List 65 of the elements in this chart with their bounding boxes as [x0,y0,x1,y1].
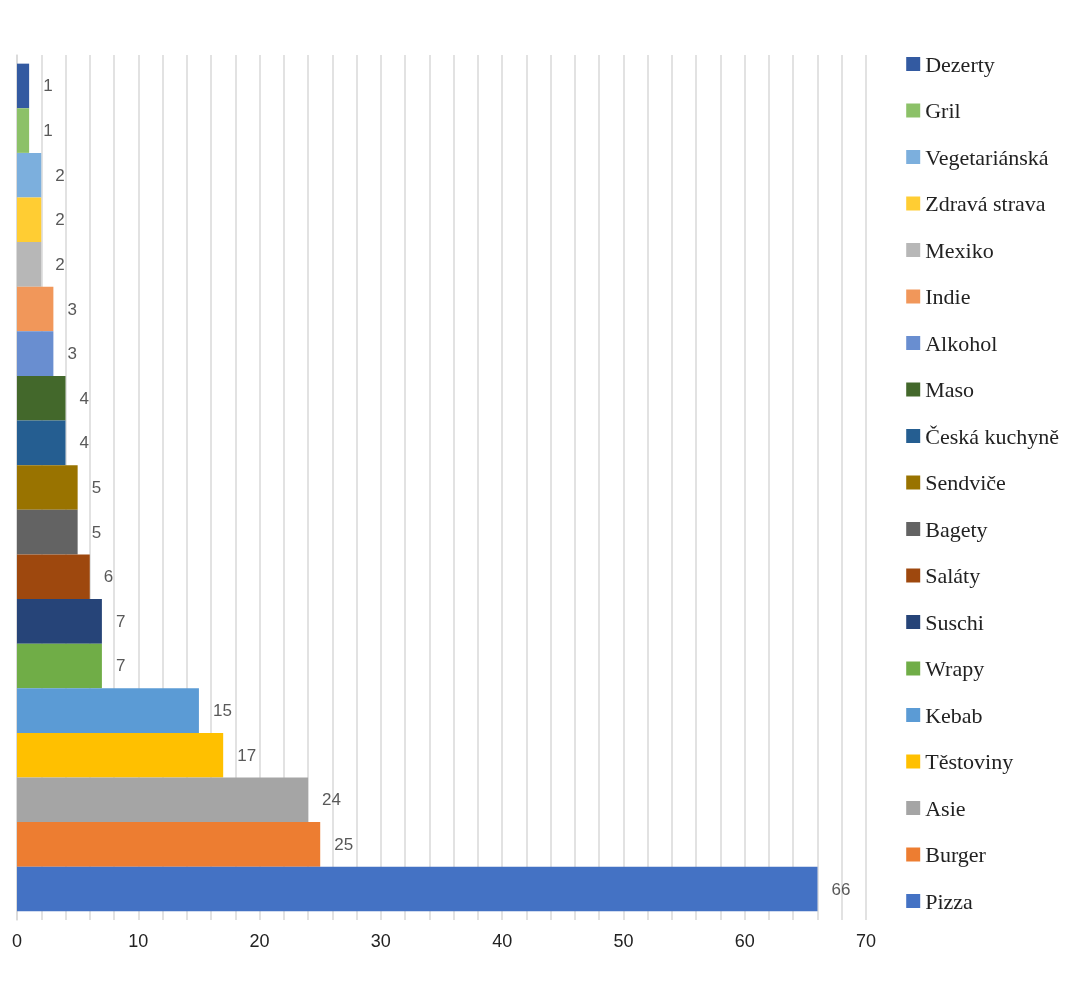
legend-label: Burger [925,842,987,867]
legend-label: Gril [925,98,961,123]
data-label: 5 [91,522,102,542]
data-label: 3 [67,344,77,364]
legend-label: Sendviče [925,470,1006,495]
legend-label: Vegetariánská [925,144,1049,170]
bar [17,732,224,778]
legend-label: Saláty [925,563,981,588]
legend-label: Asie [925,795,966,821]
data-label: 7 [115,656,126,676]
legend-label: Kebab [925,702,983,728]
legend-label: Zdravá strava [925,191,1046,216]
bar [17,63,30,109]
bar [17,643,102,689]
x-tick-label: 60 [734,931,755,951]
bar [17,777,309,823]
legend-label: Indie [925,284,971,309]
x-tick-label: 0 [11,931,23,951]
legend-label: Těstoviny [925,749,1014,774]
bar [17,822,321,867]
data-label: 1 [43,121,53,141]
bar [17,152,42,198]
data-label: 5 [91,478,102,497]
data-label: 4 [79,433,89,453]
bar [17,866,818,912]
bar [17,242,42,287]
legend-label: Česká kuchyně [925,423,1059,449]
legend-label: Maso [925,377,975,402]
legend-label: Suschi [925,609,984,635]
data-label: 2 [55,254,65,274]
bar [17,465,78,510]
bar [17,197,42,243]
data-label: 25 [334,834,354,854]
bar [17,108,30,153]
legend-label: Alkohol [925,330,998,356]
x-tick-label: 10 [128,931,149,951]
bar [17,331,54,376]
data-label: 66 [831,879,851,899]
data-label: 2 [55,165,65,185]
legend-label: Wrapy [925,656,985,681]
data-label: 1 [43,76,53,96]
x-tick-label: 20 [249,931,270,951]
legend-label: Mexiko [925,237,994,263]
data-label: 4 [79,388,89,408]
legend-label: Pizza [925,888,974,914]
data-label: 24 [322,790,342,810]
bar [17,286,54,332]
legend-label: Dezerty [925,51,995,77]
x-tick-label: 70 [855,931,877,951]
bar [17,420,66,466]
data-label: 7 [115,611,126,631]
data-label: 3 [67,299,77,319]
x-tick-label: 30 [370,931,391,951]
data-label: 15 [212,701,232,721]
data-label: 17 [237,745,257,765]
x-tick-label: 50 [613,931,634,951]
legend-label: Bagety [925,516,988,542]
bar [17,509,78,555]
bar [17,375,66,421]
bar [17,554,90,600]
bar [17,688,199,733]
x-tick-label: 40 [492,931,513,951]
data-label: 6 [103,567,114,587]
bar [17,599,102,644]
data-label: 2 [55,210,65,230]
